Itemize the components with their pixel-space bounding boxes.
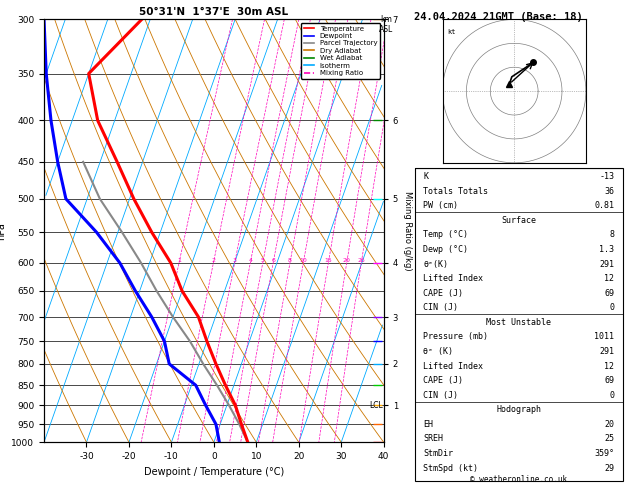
Text: 0: 0 bbox=[610, 303, 615, 312]
Text: 3: 3 bbox=[233, 258, 237, 263]
Text: Temp (°C): Temp (°C) bbox=[423, 230, 469, 240]
Text: 29: 29 bbox=[604, 464, 615, 473]
Legend: Temperature, Dewpoint, Parcel Trajectory, Dry Adiabat, Wet Adiabat, Isotherm, Mi: Temperature, Dewpoint, Parcel Trajectory… bbox=[301, 23, 380, 79]
Text: -13: -13 bbox=[599, 172, 615, 181]
X-axis label: Dewpoint / Temperature (°C): Dewpoint / Temperature (°C) bbox=[144, 467, 284, 477]
Text: EH: EH bbox=[423, 420, 433, 429]
Text: © weatheronline.co.uk: © weatheronline.co.uk bbox=[470, 474, 567, 484]
Text: 0: 0 bbox=[610, 391, 615, 400]
Text: kt: kt bbox=[447, 29, 456, 35]
Text: 69: 69 bbox=[604, 376, 615, 385]
Text: LCL: LCL bbox=[369, 401, 383, 410]
Text: 20: 20 bbox=[343, 258, 350, 263]
Text: 291: 291 bbox=[599, 347, 615, 356]
Text: 20: 20 bbox=[604, 420, 615, 429]
Text: 25: 25 bbox=[357, 258, 365, 263]
Text: Surface: Surface bbox=[501, 216, 537, 225]
Text: Totals Totals: Totals Totals bbox=[423, 187, 489, 196]
Text: 15: 15 bbox=[325, 258, 332, 263]
Text: StmDir: StmDir bbox=[423, 449, 454, 458]
Text: 12: 12 bbox=[604, 274, 615, 283]
Text: CIN (J): CIN (J) bbox=[423, 303, 459, 312]
Text: PW (cm): PW (cm) bbox=[423, 201, 459, 210]
Text: 8: 8 bbox=[288, 258, 292, 263]
Text: 291: 291 bbox=[599, 260, 615, 269]
Text: 8: 8 bbox=[610, 230, 615, 240]
Text: Pressure (mb): Pressure (mb) bbox=[423, 332, 489, 342]
Text: CAPE (J): CAPE (J) bbox=[423, 376, 464, 385]
Text: CIN (J): CIN (J) bbox=[423, 391, 459, 400]
Text: 5: 5 bbox=[261, 258, 265, 263]
Text: Most Unstable: Most Unstable bbox=[486, 318, 552, 327]
Text: 25: 25 bbox=[604, 434, 615, 444]
Title: 50°31'N  1°37'E  30m ASL: 50°31'N 1°37'E 30m ASL bbox=[139, 7, 289, 17]
Text: SREH: SREH bbox=[423, 434, 443, 444]
Text: CAPE (J): CAPE (J) bbox=[423, 289, 464, 298]
Y-axis label: Mixing Ratio (g/kg): Mixing Ratio (g/kg) bbox=[403, 191, 412, 271]
Text: 12: 12 bbox=[604, 362, 615, 371]
Text: 1.3: 1.3 bbox=[599, 245, 615, 254]
Text: K: K bbox=[423, 172, 428, 181]
Text: 4: 4 bbox=[248, 258, 252, 263]
Text: θᵉ (K): θᵉ (K) bbox=[423, 347, 454, 356]
Text: Dewp (°C): Dewp (°C) bbox=[423, 245, 469, 254]
Text: 36: 36 bbox=[604, 187, 615, 196]
Text: 0.81: 0.81 bbox=[594, 201, 615, 210]
Text: 69: 69 bbox=[604, 289, 615, 298]
Y-axis label: hPa: hPa bbox=[0, 222, 6, 240]
Text: 2: 2 bbox=[211, 258, 215, 263]
Text: Hodograph: Hodograph bbox=[496, 405, 542, 415]
Text: 10: 10 bbox=[299, 258, 307, 263]
Text: 1011: 1011 bbox=[594, 332, 615, 342]
Text: StmSpd (kt): StmSpd (kt) bbox=[423, 464, 479, 473]
Text: 24.04.2024 21GMT (Base: 18): 24.04.2024 21GMT (Base: 18) bbox=[414, 12, 582, 22]
Text: 359°: 359° bbox=[594, 449, 615, 458]
Text: Lifted Index: Lifted Index bbox=[423, 362, 484, 371]
Text: Lifted Index: Lifted Index bbox=[423, 274, 484, 283]
Text: θᵉ(K): θᵉ(K) bbox=[423, 260, 448, 269]
Text: 1: 1 bbox=[177, 258, 181, 263]
Text: km
ASL: km ASL bbox=[379, 15, 393, 34]
Text: 6: 6 bbox=[271, 258, 275, 263]
